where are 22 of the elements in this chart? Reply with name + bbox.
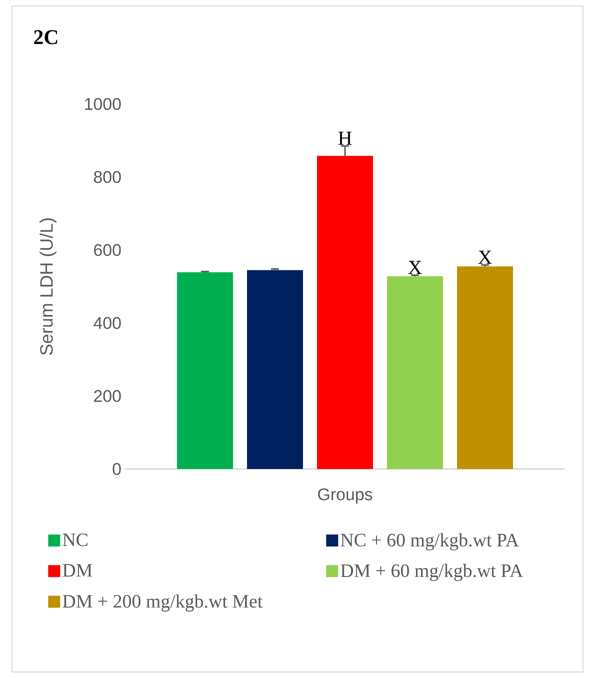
legend-label: NC [62, 533, 88, 546]
y-tick-label: 600 [94, 244, 121, 256]
legend-label: DM + 200 mg/kgb.wt Met [62, 594, 262, 612]
annotation: X [478, 250, 492, 264]
y-tick-label: 0 [112, 462, 121, 475]
x-axis-title: Groups [318, 488, 372, 504]
legend-label: NC + 60 mg/kgb.wt PA [340, 533, 519, 550]
y-tick-label: 800 [94, 170, 121, 183]
bar [456, 266, 513, 469]
bar [176, 272, 233, 469]
bar [316, 156, 373, 469]
chart-title: 2C [34, 30, 58, 44]
y-tick-label: 200 [94, 390, 121, 402]
bar [246, 270, 303, 469]
annotation: X [408, 260, 422, 274]
y-tick-label: 1000 [85, 98, 121, 110]
annotation: H [338, 132, 352, 145]
legend-label: DM [62, 564, 92, 577]
legend-label: DM + 60 mg/kgb.wt PA [340, 564, 523, 582]
y-axis-title: Serum LDH (U/L) [40, 218, 56, 355]
bar [386, 276, 443, 469]
y-tick-label: 400 [94, 316, 121, 329]
